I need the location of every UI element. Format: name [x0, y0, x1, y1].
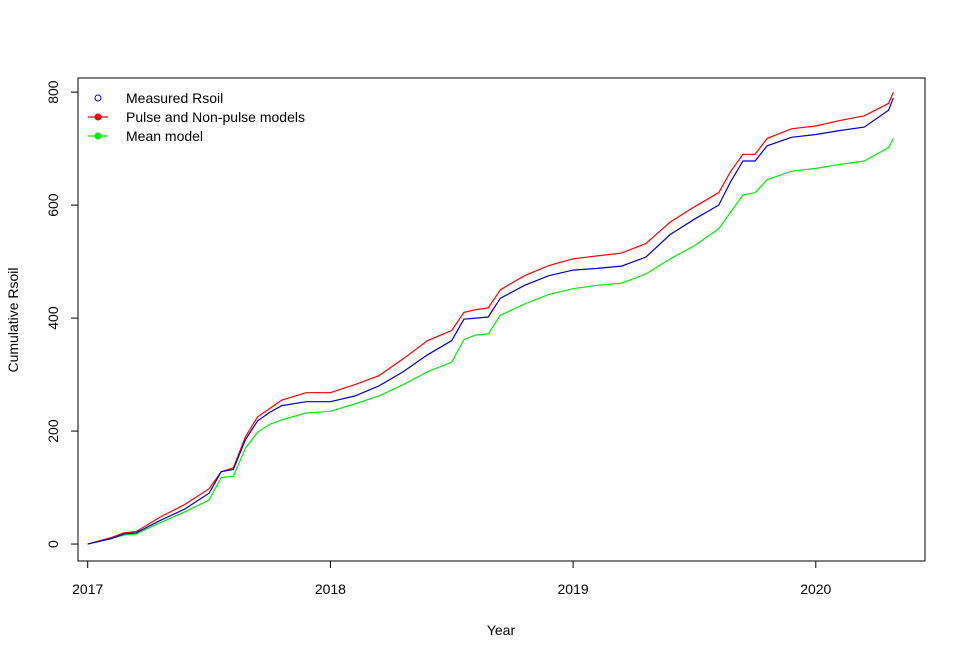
y-tick-label-3: 600 [45, 193, 61, 217]
legend-marker-1 [94, 113, 102, 121]
x-tick-label-3: 2020 [800, 581, 831, 597]
x-tick-label-1: 2018 [315, 581, 346, 597]
y-tick-label-4: 800 [45, 80, 61, 104]
legend: Measured Rsoil Pulse and Non-pulse models… [88, 90, 305, 144]
legend-label-0: Measured Rsoil [126, 90, 223, 106]
y-axis: 0 200 400 600 800 [45, 80, 79, 548]
plot-frame [77, 77, 926, 562]
legend-marker-2 [94, 132, 102, 140]
x-tick-label-0: 2017 [72, 581, 103, 597]
series-layer [87, 91, 894, 545]
y-tick-label-2: 400 [45, 306, 61, 330]
legend-label-2: Mean model [126, 128, 203, 144]
legend-label-1: Pulse and Non-pulse models [126, 109, 305, 125]
series-line-0 [87, 97, 894, 545]
y-axis-label: Cumulative Rsoil [5, 267, 21, 372]
x-axis-label: Year [487, 622, 516, 638]
legend-marker-0 [94, 94, 102, 102]
x-axis: 2017 2018 2019 2020 [72, 560, 832, 597]
series-line-1 [87, 91, 894, 545]
x-tick-label-2: 2019 [558, 581, 589, 597]
series-line-2 [87, 138, 894, 545]
y-tick-label-1: 200 [45, 419, 61, 443]
y-tick-label-0: 0 [45, 540, 61, 548]
